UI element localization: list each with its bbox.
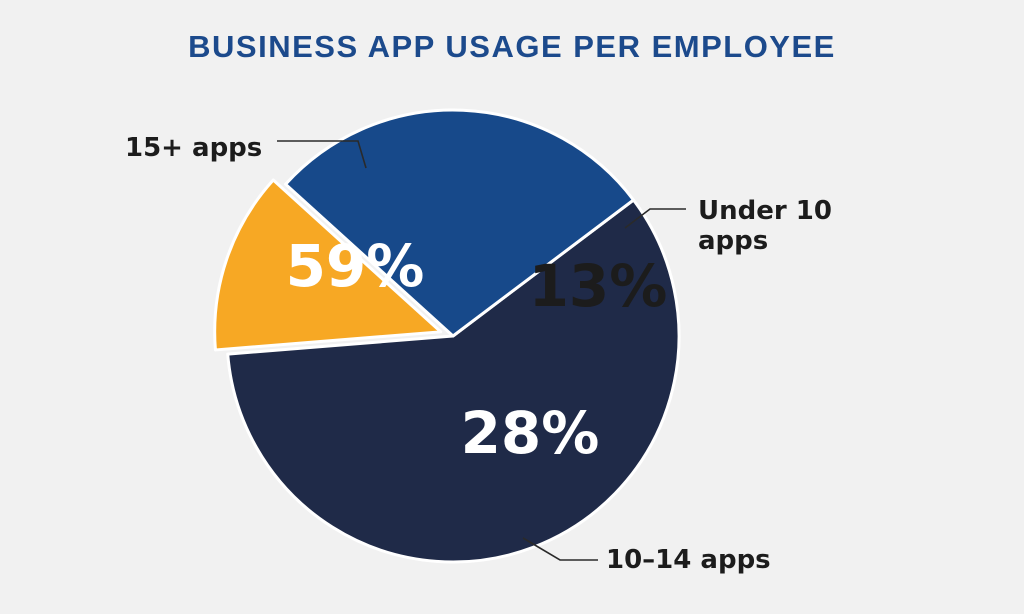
pie-slice-2 — [213, 178, 443, 352]
slice-name-label-2: Under 10 apps — [698, 196, 832, 256]
slice-percent-label-2: 13% — [529, 252, 668, 320]
leader-line-1 — [277, 140, 367, 169]
pie-slice-1 — [226, 198, 681, 564]
slice-name-label-3: 10–14 apps — [606, 545, 771, 575]
slice-name-label-1: 15+ apps — [125, 133, 262, 163]
leader-line-3 — [522, 537, 598, 561]
percent-labels-layer: 59% 13% 28% — [286, 232, 668, 467]
chart-title: BUSINESS APP USAGE PER EMPLOYEE — [188, 29, 836, 64]
slices-layer — [213, 108, 681, 564]
slice-percent-label-1: 59% — [286, 232, 425, 300]
slice-name-labels-layer: 15+ apps Under 10 apps 10–14 apps — [125, 133, 832, 575]
leader-lines-layer — [277, 140, 686, 561]
slice-percent-label-3: 28% — [461, 399, 600, 467]
pie-slice-3 — [284, 108, 635, 338]
leader-line-2 — [624, 208, 686, 229]
